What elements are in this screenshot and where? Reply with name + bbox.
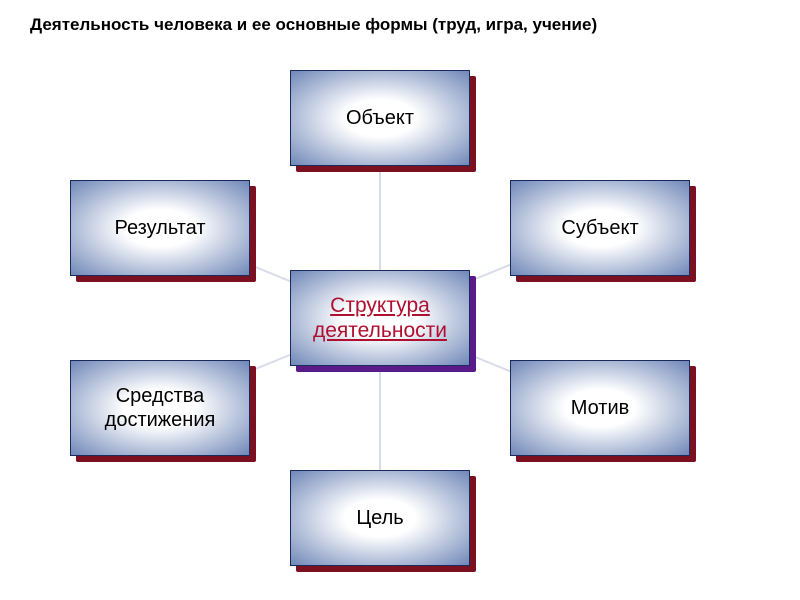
node-label: Объект [346,106,414,130]
node-means: Средства достижения [70,360,250,456]
node-box: Цель [290,470,470,566]
node-label: Средства достижения [71,384,249,432]
node-label: Мотив [571,396,630,420]
node-box: Субъект [510,180,690,276]
node-goal: Цель [290,470,470,566]
node-label: Цель [356,506,403,530]
center-node: Структура деятельности [290,270,470,366]
node-result: Результат [70,180,250,276]
node-object: Объект [290,70,470,166]
node-box: Результат [70,180,250,276]
node-subject: Субъект [510,180,690,276]
node-label: Структура деятельности [291,293,469,343]
node-label: Результат [115,216,206,240]
node-box: Объект [290,70,470,166]
node-box: Средства достижения [70,360,250,456]
node-label: Субъект [561,216,638,240]
node-motive: Мотив [510,360,690,456]
node-box: Структура деятельности [290,270,470,366]
node-box: Мотив [510,360,690,456]
page-title: Деятельность человека и ее основные форм… [30,15,597,35]
